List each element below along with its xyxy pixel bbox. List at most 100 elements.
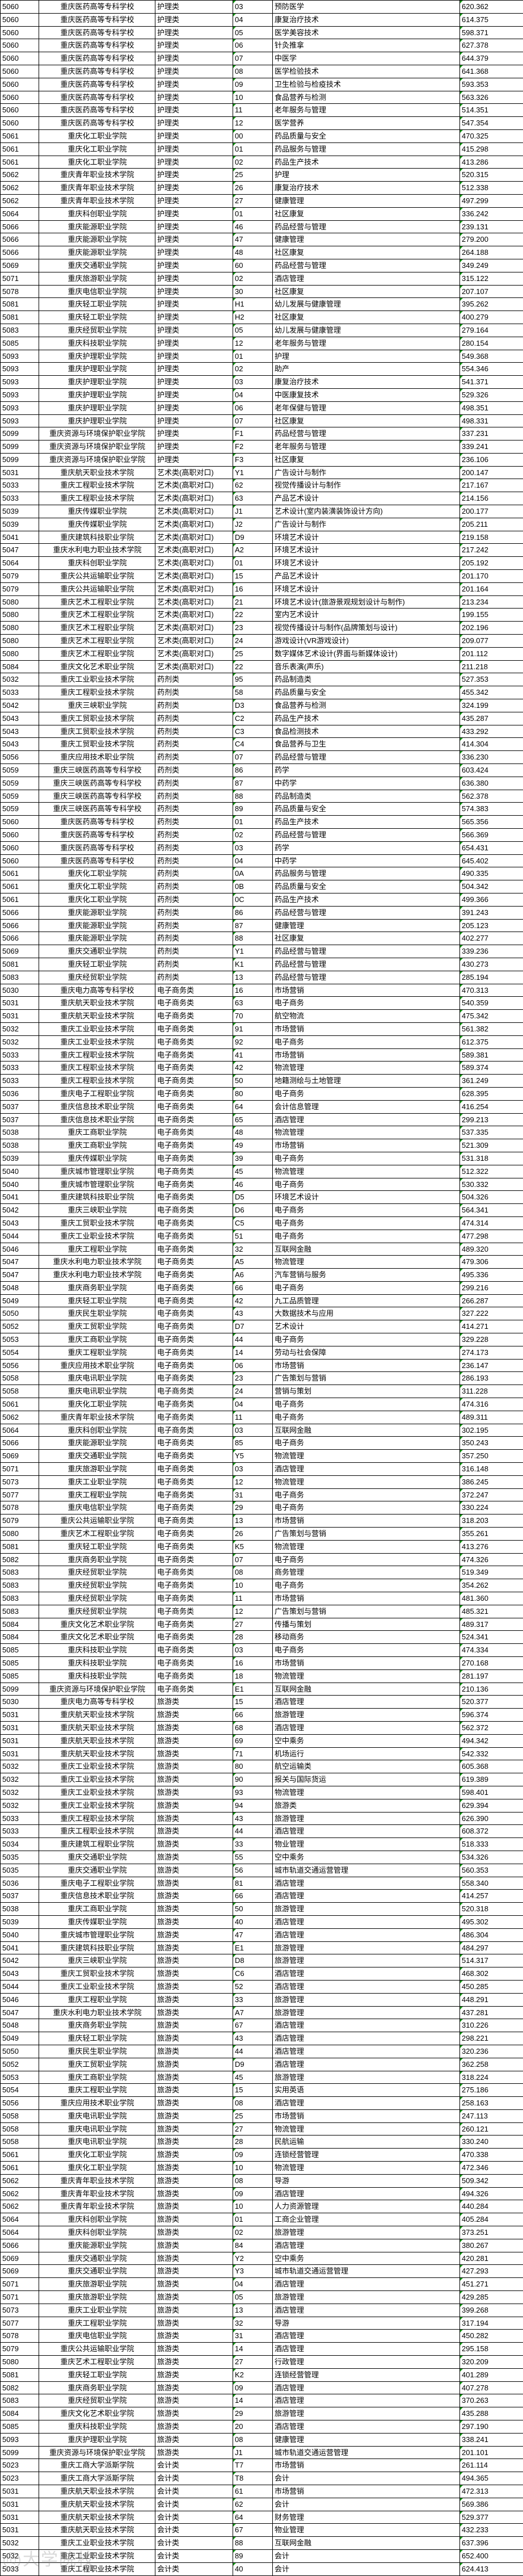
cell-major-name[interactable]: 中医学	[273, 52, 460, 65]
cell-category[interactable]: 电子商务类	[155, 1346, 233, 1359]
cell-school-name[interactable]: 重庆三峡职业学院	[39, 1204, 155, 1217]
cell-school-code[interactable]: 5099	[1, 1683, 39, 1696]
cell-score[interactable]: 357.250	[460, 1450, 523, 1463]
cell-school-code[interactable]: 5033	[1, 1812, 39, 1825]
cell-major-name[interactable]: 市场营销	[273, 2485, 460, 2498]
cell-school-code[interactable]: 5032	[1, 2549, 39, 2562]
cell-major-name[interactable]: 市场营销	[273, 1657, 460, 1670]
cell-score[interactable]: 512.338	[460, 182, 523, 195]
cell-school-name[interactable]: 重庆轻工职业学院	[39, 958, 155, 971]
cell-category[interactable]: 旅游类	[155, 1721, 233, 1734]
cell-school-code[interactable]: 5060	[1, 829, 39, 842]
cell-score[interactable]: 612.375	[460, 1035, 523, 1048]
cell-score[interactable]: 485.321	[460, 1605, 523, 1618]
cell-major-code[interactable]: 01	[233, 207, 273, 220]
cell-school-name[interactable]: 重庆工业职业技术学院	[39, 1799, 155, 1812]
cell-major-code[interactable]: 69	[233, 1734, 273, 1747]
cell-score[interactable]: 598.371	[460, 26, 523, 39]
cell-category[interactable]: 会计类	[155, 2537, 233, 2550]
cell-school-name[interactable]: 重庆旅游职业学院	[39, 2278, 155, 2291]
cell-school-name[interactable]: 重庆青年职业技术学院	[39, 169, 155, 182]
cell-school-name[interactable]: 重庆艺术工程职业学院	[39, 647, 155, 660]
cell-category[interactable]: 艺术类(高职对口)	[155, 531, 233, 544]
cell-school-name[interactable]: 重庆电力高等专科学校	[39, 1696, 155, 1709]
cell-school-name[interactable]: 重庆化工职业学院	[39, 1398, 155, 1411]
cell-school-name[interactable]: 重庆资源与环境保护职业学院	[39, 440, 155, 454]
cell-major-name[interactable]: 旅游管理	[273, 2407, 460, 2420]
cell-school-code[interactable]: 5050	[1, 2045, 39, 2058]
cell-category[interactable]: 护理类	[155, 117, 233, 130]
cell-major-name[interactable]: 幼儿发展与健康管理	[273, 324, 460, 337]
cell-school-name[interactable]: 重庆交通职业学院	[39, 1864, 155, 1877]
cell-major-name[interactable]: 会计	[273, 2549, 460, 2562]
cell-major-name[interactable]: 连锁经营管理	[273, 2149, 460, 2162]
cell-school-code[interactable]: 5061	[1, 156, 39, 169]
cell-school-name[interactable]: 重庆旅游职业学院	[39, 1463, 155, 1476]
cell-score[interactable]: 400.279	[460, 311, 523, 324]
cell-major-name[interactable]: 电子商务	[273, 1644, 460, 1657]
cell-school-name[interactable]: 重庆能源职业学院	[39, 906, 155, 919]
cell-school-name[interactable]: 重庆工业职业学院	[39, 1475, 155, 1488]
cell-school-code[interactable]: 5033	[1, 479, 39, 492]
cell-score[interactable]: 626.390	[460, 1812, 523, 1825]
cell-major-name[interactable]: 药品质量与安全	[273, 686, 460, 699]
cell-score[interactable]: 260.121	[460, 2122, 523, 2136]
cell-major-name[interactable]: 旅游管理	[273, 1903, 460, 1916]
cell-major-code[interactable]: 15	[233, 570, 273, 583]
cell-major-code[interactable]: 13	[233, 2304, 273, 2317]
cell-major-name[interactable]: 物流管理	[273, 1165, 460, 1178]
cell-major-name[interactable]: 九工品质管理	[273, 1294, 460, 1307]
cell-score[interactable]: 355.261	[460, 1528, 523, 1541]
cell-category[interactable]: 艺术类(高职对口)	[155, 609, 233, 622]
cell-major-name[interactable]: 电子商务	[273, 1035, 460, 1048]
cell-school-code[interactable]: 5064	[1, 1424, 39, 1437]
cell-score[interactable]: 274.173	[460, 1346, 523, 1359]
cell-score[interactable]: 270.168	[460, 1657, 523, 1670]
cell-major-name[interactable]: 药品经营与管理	[273, 751, 460, 764]
cell-school-name[interactable]: 重庆电讯职业学院	[39, 1372, 155, 1385]
cell-school-name[interactable]: 重庆科技职业学院	[39, 1669, 155, 1683]
cell-major-name[interactable]: 酒店管理	[273, 2058, 460, 2071]
cell-school-code[interactable]: 5036	[1, 1087, 39, 1100]
cell-school-code[interactable]: 5040	[1, 1178, 39, 1191]
cell-school-code[interactable]: 5035	[1, 1851, 39, 1864]
cell-school-name[interactable]: 重庆工程职业技术学院	[39, 1048, 155, 1062]
cell-major-name[interactable]: 艺术设计(室内装潢装饰设计方向)	[273, 505, 460, 518]
cell-school-code[interactable]: 5079	[1, 570, 39, 583]
cell-major-code[interactable]: A6	[233, 1269, 273, 1282]
cell-category[interactable]: 旅游类	[155, 2446, 233, 2459]
cell-major-name[interactable]: 酒店管理	[273, 2239, 460, 2252]
cell-major-code[interactable]: 24	[233, 1385, 273, 1398]
cell-school-code[interactable]: 5080	[1, 635, 39, 648]
cell-school-code[interactable]: 5032	[1, 1799, 39, 1812]
cell-category[interactable]: 药剂类	[155, 893, 233, 906]
cell-school-code[interactable]: 5047	[1, 544, 39, 557]
cell-score[interactable]: 490.335	[460, 867, 523, 880]
cell-score[interactable]: 499.366	[460, 893, 523, 906]
cell-category[interactable]: 电子商务类	[155, 1178, 233, 1191]
cell-school-name[interactable]: 重庆商务职业学院	[39, 2381, 155, 2394]
cell-score[interactable]: 318.203	[460, 1514, 523, 1528]
cell-major-name[interactable]: 健康管理	[273, 233, 460, 246]
cell-score[interactable]: 644.379	[460, 52, 523, 65]
cell-major-name[interactable]: 视觉传播设计与制作(品牌策划与设计)	[273, 622, 460, 635]
cell-major-name[interactable]: 旅游管理	[273, 1954, 460, 1967]
cell-score[interactable]: 479.306	[460, 1256, 523, 1269]
cell-score[interactable]: 391.243	[460, 906, 523, 919]
cell-school-name[interactable]: 重庆轻工职业学院	[39, 298, 155, 311]
cell-category[interactable]: 电子商务类	[155, 1294, 233, 1307]
cell-score[interactable]: 450.282	[460, 2330, 523, 2343]
